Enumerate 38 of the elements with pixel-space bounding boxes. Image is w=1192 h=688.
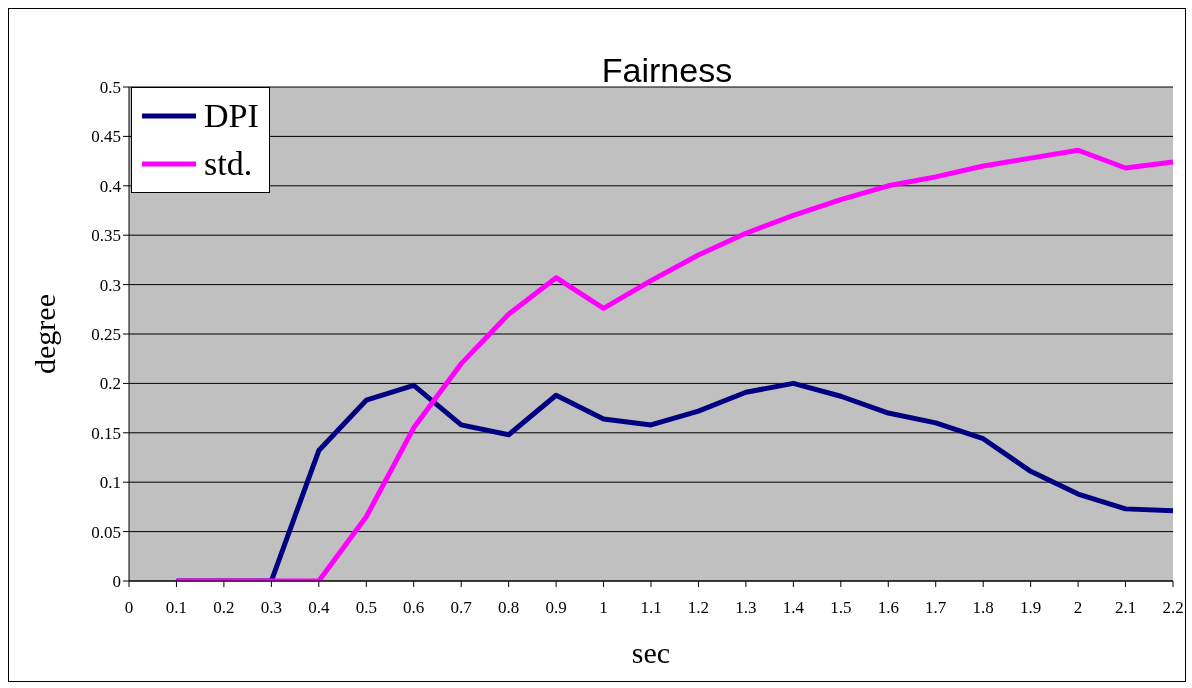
x-tick-label: 1.2 (687, 598, 710, 618)
y-tick-label: 0 (112, 572, 121, 592)
y-tick-label: 0.25 (91, 325, 121, 345)
y-tick-label: 0.05 (91, 522, 121, 542)
x-tick-label: 0.9 (545, 598, 567, 618)
x-tick-label: 1.6 (877, 598, 899, 618)
x-tick-label: 0.3 (260, 598, 282, 618)
y-tick-label: 0.4 (99, 176, 122, 196)
y-tick-label: 0.15 (91, 423, 121, 443)
x-axis-title: sec (631, 636, 671, 669)
x-tick-label: 0.8 (498, 598, 520, 618)
y-tick-label: 0.3 (99, 275, 121, 295)
x-tick-label: 1.1 (640, 598, 662, 618)
x-tick-label: 1.9 (1020, 598, 1042, 618)
x-tick-label: 0.6 (403, 598, 425, 618)
y-tick-label: 0.1 (99, 473, 121, 493)
x-tick-label: 1.4 (782, 598, 805, 618)
y-tick-label: 0.45 (91, 127, 121, 147)
x-tick-label: 0.5 (355, 598, 377, 618)
x-tick-label: 2.1 (1114, 598, 1137, 618)
chart-title: Fairness (601, 51, 733, 89)
x-tick-label: 2.2 (1162, 598, 1184, 618)
x-tick-label: 0.2 (213, 598, 235, 618)
x-tick-label: 0.1 (165, 598, 188, 618)
y-tick-label: 0.5 (99, 78, 121, 98)
x-tick-label: 2 (1073, 598, 1083, 618)
x-tick-label: 0.7 (450, 598, 473, 618)
x-tick-label: 0.4 (308, 598, 330, 618)
legend-label: DPI (204, 96, 259, 136)
y-tick-label: 0.2 (99, 374, 121, 394)
x-tick-label: 1.3 (735, 598, 757, 618)
legend-label: std. (204, 144, 253, 184)
y-axis-title: degree (27, 294, 61, 374)
x-tick-label: 1.7 (925, 598, 947, 618)
y-tick-label: 0.35 (91, 226, 121, 246)
x-tick-label: 1.8 (972, 598, 994, 618)
x-tick-label: 1 (599, 598, 608, 618)
x-tick-label: 1.5 (830, 598, 852, 618)
